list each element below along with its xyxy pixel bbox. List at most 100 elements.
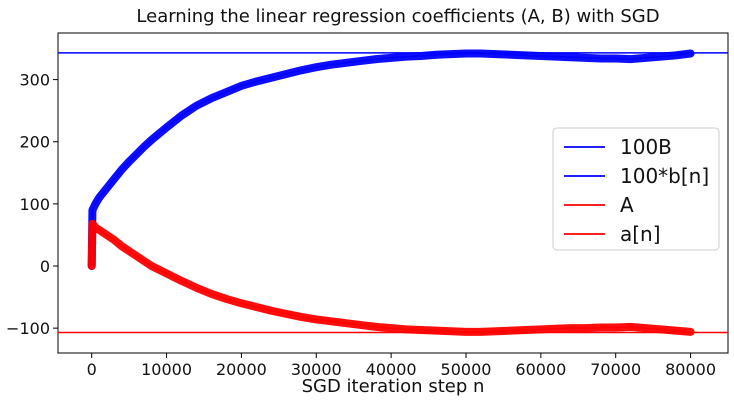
series-point bbox=[181, 280, 182, 281]
x-tick-label: 30000 bbox=[291, 360, 342, 379]
series-point bbox=[675, 55, 676, 56]
series-layer bbox=[58, 49, 728, 336]
legend-item: 100B bbox=[564, 135, 672, 159]
series-point bbox=[645, 328, 646, 329]
series-point bbox=[129, 161, 130, 162]
series-point bbox=[465, 53, 466, 54]
series-point bbox=[95, 227, 96, 228]
series-point bbox=[196, 287, 197, 288]
series-point bbox=[630, 326, 631, 327]
x-axis-ticks: 0 10000 20000 30000 40000 50000 60000 70000 8000… bbox=[87, 353, 716, 379]
legend-item: 100*b[n] bbox=[564, 164, 709, 188]
x-tick-label: 40000 bbox=[366, 360, 417, 379]
legend-box bbox=[552, 127, 720, 251]
series-point bbox=[211, 98, 212, 99]
series-point bbox=[361, 325, 362, 326]
series-point bbox=[376, 59, 377, 60]
series-point bbox=[256, 307, 257, 308]
series-point bbox=[256, 81, 257, 82]
series-point bbox=[615, 58, 616, 59]
series-point bbox=[465, 331, 466, 332]
series-point bbox=[316, 319, 317, 320]
series-point bbox=[615, 327, 616, 328]
series-point bbox=[391, 328, 392, 329]
series-point bbox=[92, 223, 93, 224]
series-point bbox=[301, 316, 302, 317]
series-point bbox=[495, 54, 496, 55]
series-point bbox=[92, 210, 93, 211]
series-point bbox=[121, 169, 122, 170]
series-point bbox=[570, 57, 571, 58]
series-point bbox=[421, 55, 422, 56]
series-point bbox=[121, 246, 122, 247]
series-point bbox=[406, 56, 407, 57]
x-tick-label: 0 bbox=[87, 360, 97, 379]
series-point bbox=[600, 327, 601, 328]
series-point bbox=[645, 57, 646, 58]
series-point bbox=[136, 256, 137, 257]
series-point bbox=[271, 77, 272, 78]
series-point bbox=[391, 57, 392, 58]
series-point bbox=[144, 146, 145, 147]
series-point bbox=[585, 57, 586, 58]
x-tick-label: 20000 bbox=[216, 360, 267, 379]
series-point bbox=[241, 85, 242, 86]
series-point bbox=[316, 67, 317, 68]
series-point bbox=[114, 239, 115, 240]
x-tick-label: 50000 bbox=[441, 360, 492, 379]
series-point bbox=[271, 310, 272, 311]
series-point bbox=[376, 326, 377, 327]
series-point bbox=[211, 293, 212, 294]
series-point bbox=[129, 251, 130, 252]
series-point bbox=[555, 56, 556, 57]
y-tick-label: 200 bbox=[19, 133, 50, 152]
series-point bbox=[555, 328, 556, 329]
series-point bbox=[451, 54, 452, 55]
series-point bbox=[166, 273, 167, 274]
x-axis-title: SGD iteration step n bbox=[302, 376, 485, 397]
series-point bbox=[510, 330, 511, 331]
series-point bbox=[106, 234, 107, 235]
series-point bbox=[480, 331, 481, 332]
y-axis-ticks: −100 0 100 200 300 bbox=[6, 71, 58, 338]
series-point bbox=[181, 115, 182, 116]
legend-label: 100*b[n] bbox=[620, 164, 709, 188]
series-point bbox=[226, 298, 227, 299]
series-point bbox=[95, 203, 96, 204]
legend-label: a[n] bbox=[620, 222, 661, 246]
series-point bbox=[286, 313, 287, 314]
series-point bbox=[144, 261, 145, 262]
series-point bbox=[436, 330, 437, 331]
series-point bbox=[99, 229, 100, 230]
series-point bbox=[361, 60, 362, 61]
series-point bbox=[495, 331, 496, 332]
legend: 100B 100*b[n] Aa[n] bbox=[552, 127, 720, 251]
x-tick-label: 80000 bbox=[665, 360, 716, 379]
series-point bbox=[346, 62, 347, 63]
legend-label: 100B bbox=[620, 135, 672, 159]
series-point bbox=[421, 330, 422, 331]
series-point bbox=[510, 54, 511, 55]
series-point bbox=[675, 330, 676, 331]
x-tick-label: 70000 bbox=[590, 360, 641, 379]
series-point bbox=[660, 329, 661, 330]
y-tick-label: 300 bbox=[19, 71, 50, 90]
series-point bbox=[106, 188, 107, 189]
y-tick-label: −100 bbox=[6, 319, 50, 338]
series-point bbox=[451, 331, 452, 332]
legend-item: A bbox=[564, 193, 634, 217]
series-point bbox=[540, 55, 541, 56]
legend-items: 100B 100*b[n] Aa[n] bbox=[564, 135, 709, 246]
series-point bbox=[99, 197, 100, 198]
y-tick-label: 0 bbox=[40, 257, 50, 276]
series-point bbox=[585, 328, 586, 329]
series-point bbox=[114, 179, 115, 180]
series-point bbox=[436, 54, 437, 55]
series-point bbox=[331, 64, 332, 65]
series-point bbox=[241, 303, 242, 304]
x-tick-label: 10000 bbox=[141, 360, 192, 379]
y-tick-label: 100 bbox=[19, 195, 50, 214]
series-point bbox=[690, 53, 691, 54]
series-point bbox=[301, 70, 302, 71]
